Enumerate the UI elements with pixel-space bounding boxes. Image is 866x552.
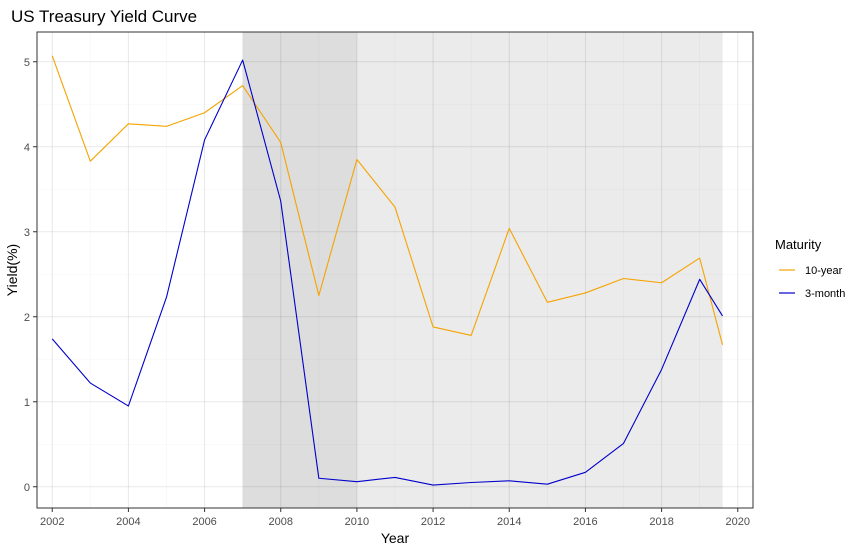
x-tick-label: 2012 [421,516,445,528]
y-tick-label: 0 [24,482,30,494]
y-axis: 0 1 2 3 4 5 [24,57,37,494]
y-tick-label: 5 [24,57,30,69]
x-tick-label: 2002 [40,516,64,528]
y-axis-title: Yield(%) [4,244,20,296]
x-tick-label: 2014 [497,516,521,528]
shaded-regions [242,32,723,508]
shaded-region-1 [356,32,723,508]
legend-label-3-month: 3-month [805,288,845,300]
x-tick-label: 2020 [726,516,750,528]
legend-title: Maturity [775,237,822,252]
series-lines [51,55,724,486]
x-tick-label: 2010 [345,516,369,528]
plot-border [36,31,754,509]
series-line-10-year [51,55,724,345]
x-tick-label: 2006 [192,516,216,528]
grid-lines [37,32,753,508]
x-tick-label: 2008 [269,516,293,528]
x-tick-label: 2018 [649,516,673,528]
y-tick-label: 2 [24,312,30,324]
x-axis-title: Year [381,530,410,546]
legend-label-10-year: 10-year [805,265,843,277]
y-tick-label: 4 [24,142,30,154]
x-axis: 2002 2004 2006 2008 2010 2012 2014 2016 2018 2020 [40,508,750,528]
chart-title: US Treasury Yield Curve [11,7,197,26]
y-tick-label: 1 [24,397,30,409]
legend: Maturity 10-year 3-month [775,237,845,300]
x-tick-label: 2004 [116,516,140,528]
y-tick-label: 3 [24,227,30,239]
shaded-region-0 [242,32,357,508]
series-line-3-month [51,59,723,486]
x-tick-label: 2016 [573,516,597,528]
